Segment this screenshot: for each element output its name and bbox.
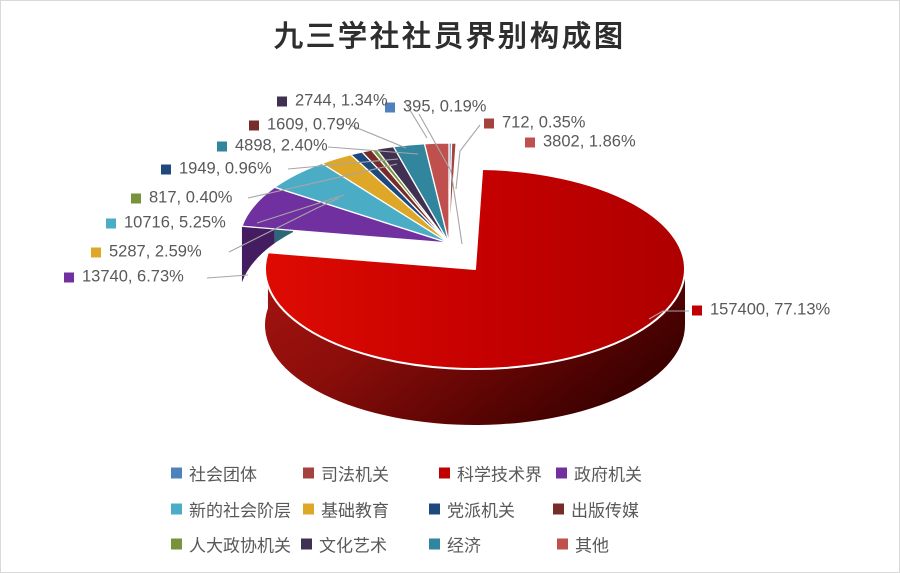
data-label-text-2: 157400, 77.13% — [710, 300, 831, 319]
legend-swatch-7 — [553, 503, 564, 515]
leader-line-2 — [648, 310, 689, 320]
legend-label-9: 文化艺术 — [319, 536, 387, 556]
data-label-swatch-9 — [277, 96, 287, 106]
data-label-1: 712, 0.35% — [484, 114, 585, 133]
data-label-swatch-4 — [106, 218, 116, 228]
pie-slice-wall-2 — [264, 252, 685, 425]
legend-item-4[interactable]: 新的社会阶层 — [171, 497, 291, 522]
legend-item-10[interactable]: 经济 — [429, 532, 481, 557]
data-label-11: 3802, 1.86% — [525, 133, 636, 152]
data-label-text-7: 1609, 0.79% — [267, 115, 360, 134]
data-label-9: 2744, 1.34% — [277, 92, 388, 111]
data-label-swatch-11 — [525, 137, 535, 147]
pie-slice-11[interactable] — [423, 142, 450, 244]
data-label-3: 13740, 6.73% — [64, 268, 184, 287]
legend-swatch-0 — [171, 467, 182, 479]
data-label-swatch-8 — [131, 193, 141, 203]
legend-swatch-1 — [303, 467, 314, 479]
data-label-text-4: 10716, 5.25% — [124, 213, 226, 232]
data-label-text-10: 4898, 2.40% — [235, 136, 328, 155]
legend-item-11[interactable]: 其他 — [557, 532, 609, 557]
legend-label-3: 政府机关 — [574, 465, 642, 485]
leader-line-3 — [206, 274, 249, 279]
data-label-swatch-0 — [385, 102, 395, 112]
leader-line-7 — [349, 124, 407, 149]
data-label-text-11: 3802, 1.86% — [543, 132, 636, 151]
data-label-text-6: 1949, 0.96% — [179, 159, 272, 178]
chart-title: 九三学社社员界别构成图 — [273, 21, 626, 53]
legend-item-2[interactable]: 科学技术界 — [439, 461, 542, 486]
legend-item-5[interactable]: 基础教育 — [303, 497, 389, 522]
legend-label-1: 司法机关 — [321, 465, 389, 485]
leader-line-6 — [287, 158, 399, 170]
leader-line-10 — [327, 146, 419, 155]
legend-item-1[interactable]: 司法机关 — [303, 461, 389, 486]
data-label-swatch-3 — [64, 272, 74, 282]
legend-item-9[interactable]: 文化艺术 — [301, 532, 387, 557]
data-label-text-3: 13740, 6.73% — [82, 267, 184, 286]
data-label-8: 817, 0.40% — [131, 189, 232, 208]
data-label-text-5: 5287, 2.59% — [109, 242, 202, 261]
legend-swatch-11 — [557, 538, 568, 550]
legend-swatch-10 — [429, 538, 440, 550]
legend-item-6[interactable]: 党派机关 — [429, 497, 515, 522]
data-label-swatch-1 — [484, 118, 494, 128]
leader-line-0 — [418, 113, 463, 245]
legend-label-11: 其他 — [575, 536, 609, 556]
pie-slice-1[interactable] — [448, 142, 457, 244]
legend-swatch-9 — [301, 538, 312, 550]
data-label-7: 1609, 0.79% — [249, 116, 360, 135]
legend-swatch-3 — [556, 467, 567, 479]
legend-swatch-6 — [429, 503, 440, 515]
data-label-text-0: 395, 0.19% — [403, 97, 487, 116]
data-label-swatch-7 — [249, 120, 259, 130]
data-label-6: 1949, 0.96% — [161, 160, 272, 179]
legend-label-6: 党派机关 — [447, 501, 515, 521]
leader-line-8 — [247, 163, 398, 199]
legend-item-8[interactable]: 人大政协机关 — [171, 532, 291, 557]
data-label-4: 10716, 5.25% — [106, 214, 226, 233]
data-label-10: 4898, 2.40% — [217, 137, 328, 156]
leader-line-4 — [256, 194, 345, 224]
pie-slice-2[interactable] — [264, 168, 686, 370]
data-label-text-8: 817, 0.40% — [149, 188, 233, 207]
data-label-0: 395, 0.19% — [385, 98, 486, 117]
data-label-swatch-10 — [217, 141, 227, 151]
data-label-5: 5287, 2.59% — [91, 243, 202, 262]
legend-swatch-4 — [171, 503, 182, 515]
data-label-swatch-5 — [91, 247, 101, 257]
legend-label-0: 社会团体 — [189, 465, 257, 485]
data-label-swatch-2 — [692, 305, 702, 315]
legend-label-5: 基础教育 — [321, 501, 389, 521]
legend-item-7[interactable]: 出版传媒 — [553, 497, 639, 522]
leader-line-5 — [228, 197, 340, 253]
data-label-text-9: 2744, 1.34% — [295, 91, 388, 110]
legend-swatch-8 — [171, 538, 182, 550]
legend-label-8: 人大政协机关 — [189, 536, 291, 556]
legend-label-4: 新的社会阶层 — [189, 501, 291, 521]
legend-item-0[interactable]: 社会团体 — [171, 461, 257, 486]
legend-item-3[interactable]: 政府机关 — [556, 461, 642, 486]
leader-line-1 — [455, 124, 481, 190]
legend-label-2: 科学技术界 — [457, 465, 542, 485]
data-label-swatch-6 — [161, 164, 171, 174]
legend-label-10: 经济 — [447, 536, 481, 556]
legend-swatch-5 — [303, 503, 314, 515]
data-label-text-1: 712, 0.35% — [502, 113, 586, 132]
data-label-2: 157400, 77.13% — [692, 301, 830, 320]
legend-label-7: 出版传媒 — [571, 501, 639, 521]
legend-swatch-2 — [439, 467, 450, 479]
leader-line-9 — [404, 101, 428, 139]
